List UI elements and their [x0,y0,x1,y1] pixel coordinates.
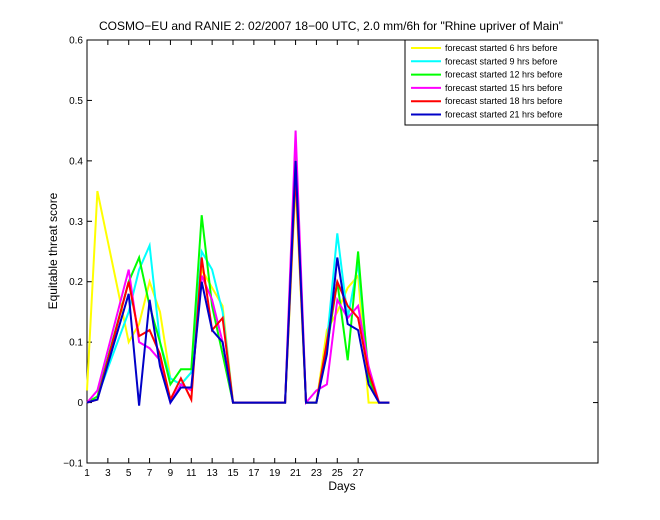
y-tick-label: 0.5 [69,96,83,107]
legend-label-2: forecast started 9 hrs before [445,56,558,66]
y-tick-label: 0.1 [69,338,83,349]
legend: forecast started 6 hrs before forecast st… [404,39,599,126]
legend-label-5: forecast started 18 hrs before [445,96,563,106]
y-tick-label: 0.2 [69,277,83,288]
x-tick-label: 3 [105,468,111,479]
y-tick-label: 0.4 [69,156,83,167]
chart-title: COSMO−EU and RANIE 2: 02/2007 18−00 UTC,… [99,19,563,33]
series-layer [86,130,390,406]
x-tick-label: 11 [186,468,197,479]
y-tick-label: 0.6 [69,36,83,47]
legend-label-3: forecast started 12 hrs before [445,70,563,80]
x-axis-label: Days [328,479,355,493]
legend-label-1: forecast started 6 hrs before [445,43,558,53]
x-tick-label: 19 [269,468,281,479]
y-axis-label: Equitable threat score [46,192,60,309]
x-tick-label: 13 [207,468,219,479]
x-tick-label: 21 [290,468,302,479]
x-tick-label: 1 [84,468,90,479]
legend-label-6: forecast started 21 hrs before [445,110,563,120]
x-tick-label: 7 [147,468,153,479]
y-tick-label: −0.1 [63,459,83,470]
x-axis: 1 3 5 7 9 11 13 15 17 19 21 23 25 27 [84,40,364,479]
y-tick-label: 0 [77,398,83,409]
x-tick-label: 17 [248,468,260,479]
legend-label-4: forecast started 15 hrs before [445,83,563,93]
legend-box [404,39,599,126]
x-tick-label: 15 [227,468,239,479]
x-tick-label: 27 [353,468,365,479]
x-tick-label: 5 [126,468,132,479]
y-tick-label: 0.3 [69,217,83,228]
x-tick-label: 23 [311,468,323,479]
series-line-6 [86,160,390,406]
y-axis: −0.1 0 0.1 0.2 0.3 0.4 0.5 0.6 [63,36,598,470]
x-tick-label: 25 [332,468,344,479]
x-tick-label: 9 [168,468,174,479]
